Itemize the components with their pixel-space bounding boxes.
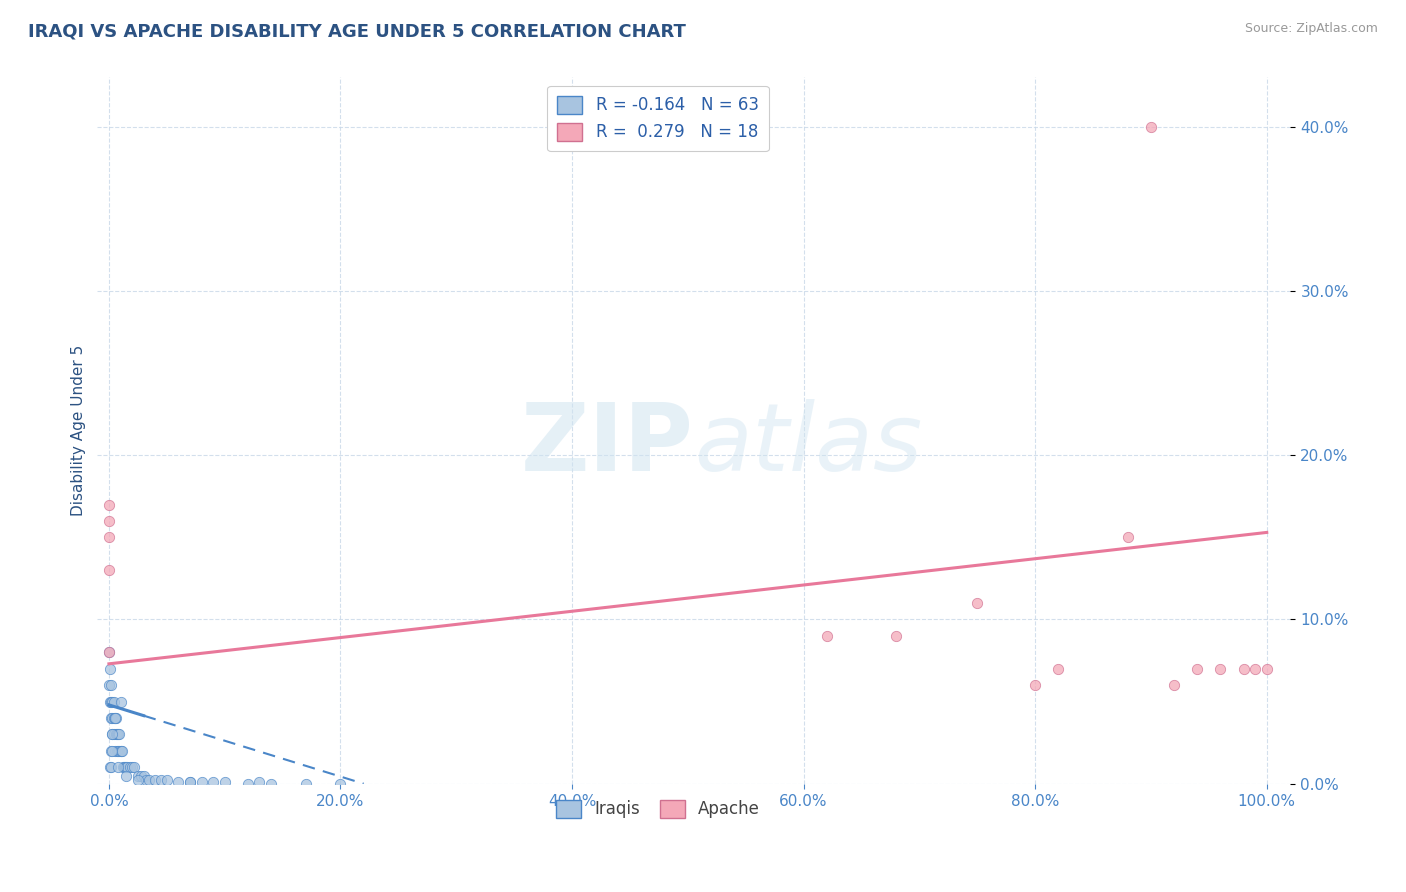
Point bbox=[100, 744, 122, 758]
Point bbox=[104, 711, 127, 725]
Point bbox=[100, 678, 122, 692]
Point bbox=[190, 775, 212, 789]
Point bbox=[101, 711, 124, 725]
Point bbox=[115, 760, 138, 774]
Point bbox=[815, 629, 838, 643]
Point bbox=[127, 773, 149, 788]
Point bbox=[105, 744, 128, 758]
Point bbox=[104, 744, 127, 758]
Point bbox=[138, 773, 160, 788]
Point bbox=[1244, 662, 1267, 676]
Point bbox=[101, 695, 124, 709]
Point bbox=[131, 768, 153, 782]
Point bbox=[1163, 678, 1185, 692]
Text: IRAQI VS APACHE DISABILITY AGE UNDER 5 CORRELATION CHART: IRAQI VS APACHE DISABILITY AGE UNDER 5 C… bbox=[28, 22, 686, 40]
Point bbox=[107, 727, 129, 741]
Point bbox=[112, 760, 135, 774]
Text: Source: ZipAtlas.com: Source: ZipAtlas.com bbox=[1244, 22, 1378, 36]
Point bbox=[98, 662, 121, 676]
Legend: Iraqis, Apache: Iraqis, Apache bbox=[548, 793, 766, 825]
Point bbox=[167, 775, 190, 789]
Point bbox=[107, 744, 129, 758]
Point bbox=[179, 775, 201, 789]
Text: atlas: atlas bbox=[693, 400, 922, 491]
Point bbox=[1047, 662, 1070, 676]
Point bbox=[966, 596, 988, 610]
Point bbox=[108, 727, 131, 741]
Point bbox=[104, 711, 127, 725]
Point bbox=[111, 744, 134, 758]
Point bbox=[1209, 662, 1232, 676]
Point bbox=[1024, 678, 1046, 692]
Point bbox=[101, 727, 124, 741]
Point bbox=[156, 773, 179, 788]
Point bbox=[111, 760, 134, 774]
Point bbox=[202, 775, 225, 789]
Point bbox=[179, 775, 201, 789]
Point bbox=[104, 711, 127, 725]
Point bbox=[260, 777, 283, 791]
Point bbox=[107, 760, 129, 774]
Point bbox=[127, 768, 149, 782]
Point bbox=[103, 695, 125, 709]
Point bbox=[98, 760, 121, 774]
Point bbox=[97, 645, 120, 659]
Point bbox=[132, 768, 155, 782]
Point bbox=[117, 760, 139, 774]
Point bbox=[135, 773, 157, 788]
Point bbox=[1256, 662, 1278, 676]
Point bbox=[115, 768, 138, 782]
Text: ZIP: ZIP bbox=[520, 399, 693, 491]
Point bbox=[1140, 120, 1163, 134]
Point bbox=[101, 727, 124, 741]
Point bbox=[110, 744, 132, 758]
Point bbox=[121, 760, 143, 774]
Point bbox=[100, 760, 122, 774]
Point bbox=[150, 773, 173, 788]
Point bbox=[100, 695, 122, 709]
Point bbox=[118, 760, 141, 774]
Point bbox=[214, 775, 236, 789]
Point bbox=[97, 514, 120, 528]
Point bbox=[294, 777, 316, 791]
Point bbox=[249, 775, 271, 789]
Point bbox=[124, 760, 146, 774]
Point bbox=[1232, 662, 1254, 676]
Point bbox=[100, 711, 122, 725]
Point bbox=[143, 773, 166, 788]
Y-axis label: Disability Age Under 5: Disability Age Under 5 bbox=[72, 345, 86, 516]
Point bbox=[97, 645, 120, 659]
Point bbox=[236, 777, 259, 791]
Point bbox=[1187, 662, 1209, 676]
Point bbox=[97, 498, 120, 512]
Point bbox=[101, 744, 124, 758]
Point bbox=[114, 760, 136, 774]
Point bbox=[97, 678, 120, 692]
Point bbox=[98, 695, 121, 709]
Point bbox=[105, 727, 128, 741]
Point bbox=[110, 695, 132, 709]
Point bbox=[329, 777, 352, 791]
Point bbox=[1116, 530, 1139, 544]
Point bbox=[110, 744, 132, 758]
Point bbox=[103, 727, 125, 741]
Point bbox=[104, 727, 127, 741]
Point bbox=[97, 530, 120, 544]
Point bbox=[884, 629, 907, 643]
Point bbox=[97, 563, 120, 577]
Point bbox=[108, 744, 131, 758]
Point bbox=[103, 711, 125, 725]
